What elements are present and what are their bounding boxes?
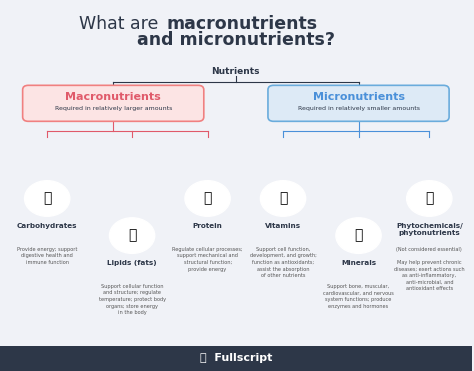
Text: Support cellular function
and structure; regulate
temperature; protect body
orga: Support cellular function and structure;… [99,284,165,315]
Text: Macronutrients: Macronutrients [65,92,161,102]
Circle shape [25,181,70,216]
Circle shape [185,181,230,216]
Text: What are: What are [79,15,164,33]
Text: Support bone, muscular,
cardiovascular, and nervous
system functions; produce
en: Support bone, muscular, cardiovascular, … [323,284,394,309]
FancyBboxPatch shape [268,85,449,121]
Text: Micronutrients: Micronutrients [312,92,404,102]
Circle shape [336,218,381,253]
Text: 🌿  Fullscript: 🌿 Fullscript [200,354,272,363]
Text: Required in relatively larger amounts: Required in relatively larger amounts [55,106,172,111]
Text: Protein: Protein [192,223,222,229]
Bar [0,346,472,371]
Circle shape [109,218,155,253]
Text: macronutrients: macronutrients [166,15,317,33]
Circle shape [407,181,452,216]
Text: (Not considered essential)

May help prevent chronic
diseases; exert actions suc: (Not considered essential) May help prev… [394,247,465,291]
Text: Lipids (fats): Lipids (fats) [107,260,157,266]
Text: 🍗: 🍗 [203,191,212,206]
Text: 🧴: 🧴 [128,229,137,243]
Text: Required in relatively smaller amounts: Required in relatively smaller amounts [298,106,419,111]
Text: 🍌: 🍌 [43,191,51,206]
Text: Nutrients: Nutrients [211,67,260,76]
Text: Phytochemicals/
phytonutrients: Phytochemicals/ phytonutrients [396,223,463,236]
Text: Support cell function,
development, and growth;
function as antioxidants;
assist: Support cell function, development, and … [250,247,317,278]
Text: Provide energy; support
digestive health and
immune function: Provide energy; support digestive health… [17,247,77,265]
Text: 🍋: 🍋 [279,191,287,206]
Text: 🧄: 🧄 [425,191,434,206]
Text: and micronutrients?: and micronutrients? [137,31,335,49]
Text: Carbohydrates: Carbohydrates [17,223,77,229]
Text: Minerals: Minerals [341,260,376,266]
Circle shape [260,181,306,216]
Text: Regulate cellular processes;
support mechanical and
structural function;
provide: Regulate cellular processes; support mec… [173,247,243,272]
Text: Vitamins: Vitamins [265,223,301,229]
FancyBboxPatch shape [23,85,204,121]
Text: 🌿: 🌿 [355,229,363,243]
